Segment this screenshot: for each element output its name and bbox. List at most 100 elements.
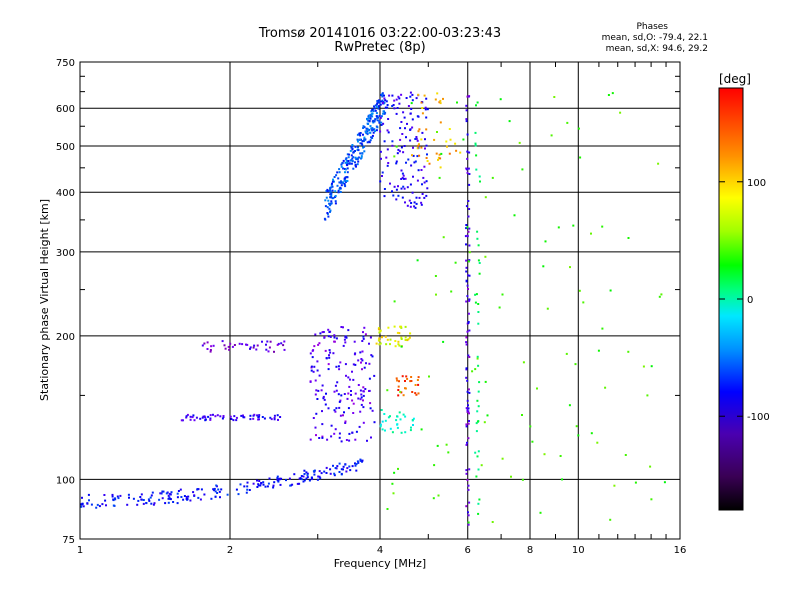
data-point [433, 138, 436, 141]
data-point [348, 162, 351, 165]
data-point [381, 428, 384, 431]
data-point [466, 379, 469, 382]
data-point [333, 409, 336, 412]
data-point [468, 391, 471, 394]
data-point [410, 426, 412, 429]
data-point [354, 438, 357, 441]
data-point [597, 349, 600, 352]
data-point [367, 119, 370, 122]
data-point [305, 477, 308, 480]
data-point [365, 127, 368, 130]
colorbar-tick-label: 0 [747, 295, 753, 306]
data-point [117, 497, 120, 500]
data-point [256, 344, 259, 347]
data-point [362, 399, 364, 402]
data-point [445, 443, 448, 446]
data-point [435, 152, 438, 155]
data-point [577, 127, 580, 130]
data-point [328, 202, 331, 205]
data-point [362, 394, 365, 397]
data-point [172, 501, 175, 503]
data-point [434, 275, 437, 277]
data-point [371, 355, 374, 358]
data-point [384, 335, 387, 338]
data-point [389, 415, 391, 418]
data-point [486, 414, 489, 417]
data-point [438, 176, 441, 179]
data-point [424, 108, 427, 111]
data-point [396, 152, 399, 155]
data-point [317, 343, 320, 346]
data-point [465, 343, 468, 346]
data-point [364, 131, 367, 134]
data-point [424, 106, 427, 109]
data-point [214, 490, 217, 493]
data-point [381, 420, 384, 423]
data-point [380, 409, 383, 411]
data-point [416, 147, 419, 150]
data-point [467, 288, 469, 290]
data-point [325, 196, 328, 199]
data-point [398, 97, 401, 100]
data-point [380, 157, 382, 160]
data-point [375, 125, 378, 128]
data-point [242, 416, 245, 419]
data-point [386, 129, 389, 132]
data-point [279, 477, 282, 480]
data-point [404, 387, 406, 390]
data-point [347, 156, 350, 159]
data-point [361, 350, 364, 353]
data-point [329, 209, 332, 212]
data-point [521, 168, 524, 171]
data-point [277, 418, 279, 421]
data-point [393, 325, 396, 328]
data-point [465, 423, 468, 426]
data-point [366, 141, 369, 144]
data-point [303, 469, 306, 472]
data-point [406, 186, 409, 189]
data-point [391, 140, 394, 143]
data-point [433, 464, 436, 467]
data-point [442, 340, 445, 343]
data-point [423, 196, 426, 199]
data-point [369, 113, 372, 116]
data-point [313, 345, 316, 348]
data-point [596, 441, 599, 444]
data-point [359, 389, 362, 392]
data-point [370, 110, 373, 113]
data-point [349, 159, 352, 162]
data-point [326, 188, 329, 191]
data-point [415, 393, 418, 396]
data-point [474, 142, 477, 145]
data-point [376, 102, 379, 105]
data-point [385, 156, 388, 159]
data-point [309, 352, 312, 355]
data-point [569, 266, 571, 269]
data-point [333, 390, 336, 393]
data-point [218, 490, 221, 493]
data-point [362, 390, 365, 393]
data-point [345, 439, 348, 441]
data-point [330, 200, 333, 203]
data-point [103, 494, 106, 496]
data-point [313, 365, 316, 368]
data-point [237, 493, 240, 496]
data-point [417, 144, 420, 147]
data-point [333, 474, 336, 477]
data-point [478, 272, 481, 275]
data-point [391, 431, 394, 434]
data-point [426, 153, 428, 156]
data-point [373, 107, 376, 110]
data-point [604, 386, 607, 389]
data-point [426, 187, 429, 190]
data-point [324, 199, 327, 202]
data-point [371, 409, 374, 412]
colorbar-tick-label: -100 [747, 412, 770, 423]
data-point [404, 177, 407, 180]
data-point [373, 421, 376, 424]
data-point [450, 290, 453, 293]
data-point [199, 417, 202, 420]
data-point [314, 379, 317, 382]
data-point [273, 350, 275, 353]
data-point [328, 354, 330, 357]
